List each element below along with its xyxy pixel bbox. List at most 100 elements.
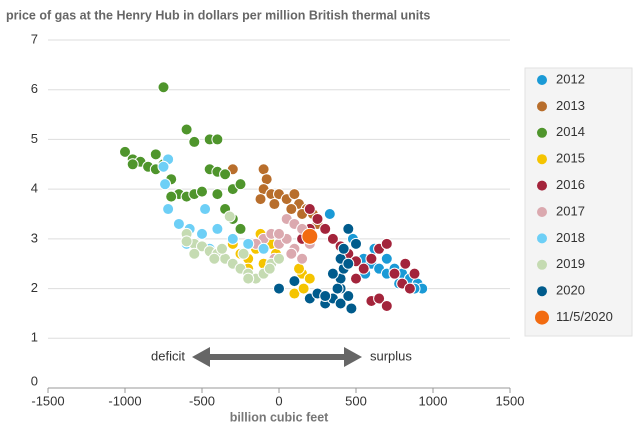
legend-label: 2012 xyxy=(556,71,585,86)
legend-marker xyxy=(537,101,547,112)
point xyxy=(180,235,193,248)
point xyxy=(242,237,255,250)
point xyxy=(319,290,332,303)
point xyxy=(263,262,276,275)
point xyxy=(303,272,316,285)
point xyxy=(357,262,370,275)
legend-label: 2014 xyxy=(556,124,585,139)
point xyxy=(273,282,285,295)
point xyxy=(162,203,175,216)
legend-label: 11/5/2020 xyxy=(556,309,613,324)
point xyxy=(211,188,224,201)
point xyxy=(188,247,201,260)
point xyxy=(159,178,172,191)
point xyxy=(399,257,412,270)
point xyxy=(319,222,332,235)
y-tick-label: 1 xyxy=(31,330,38,345)
point xyxy=(208,252,221,265)
point xyxy=(268,198,281,211)
legend-label: 2017 xyxy=(556,203,585,218)
point xyxy=(211,222,224,235)
point xyxy=(216,242,229,255)
point xyxy=(403,282,416,295)
x-tick-label: -1500 xyxy=(31,393,64,408)
point xyxy=(288,275,301,288)
legend-marker xyxy=(537,75,547,85)
point xyxy=(380,252,393,265)
point xyxy=(323,208,336,220)
point xyxy=(211,133,224,146)
legend-marker xyxy=(535,310,549,325)
legend-label: 2018 xyxy=(556,230,585,245)
legend-marker xyxy=(537,207,547,217)
point xyxy=(334,297,347,310)
x-tick-label: 1000 xyxy=(419,393,448,408)
point xyxy=(273,252,285,265)
point xyxy=(157,160,170,173)
point xyxy=(311,212,324,225)
point xyxy=(350,237,362,250)
x-axis-label: billion cubic feet xyxy=(230,410,329,424)
legend-marker xyxy=(537,259,547,270)
annotation: deficit xyxy=(151,348,185,363)
point xyxy=(219,168,232,181)
x-tick-label: -500 xyxy=(189,393,215,408)
point xyxy=(365,252,378,265)
legend-marker xyxy=(537,154,547,165)
point xyxy=(342,290,355,303)
y-tick-label: 0 xyxy=(31,373,38,388)
point xyxy=(260,173,273,186)
x-tick-label: 0 xyxy=(275,393,282,408)
point xyxy=(326,232,339,245)
point xyxy=(342,222,355,235)
point xyxy=(297,282,310,295)
point xyxy=(196,185,208,198)
point xyxy=(350,272,362,285)
point xyxy=(149,148,162,161)
point xyxy=(237,247,250,260)
point xyxy=(257,163,270,176)
point xyxy=(326,267,339,280)
point xyxy=(296,252,309,265)
y-tick-label: 4 xyxy=(31,181,38,196)
point xyxy=(180,123,193,136)
x-tick-label: 1500 xyxy=(496,393,525,408)
point xyxy=(172,217,185,230)
point xyxy=(188,135,201,148)
legend-marker xyxy=(537,233,547,244)
point xyxy=(223,210,236,223)
point xyxy=(273,227,285,240)
point xyxy=(199,203,212,216)
legend-label: 2020 xyxy=(556,283,585,298)
legend-marker xyxy=(537,286,547,297)
chart-title: price of gas at the Henry Hub in dollars… xyxy=(6,8,430,22)
point xyxy=(257,242,270,255)
point xyxy=(342,257,355,270)
point xyxy=(408,267,421,280)
point xyxy=(157,81,170,94)
point xyxy=(288,287,301,300)
y-tick-label: 5 xyxy=(31,131,38,146)
y-tick-label: 7 xyxy=(31,31,38,46)
arrow xyxy=(192,347,362,367)
point xyxy=(301,227,319,245)
point xyxy=(285,203,298,216)
y-tick-label: 3 xyxy=(31,230,38,245)
y-tick-label: 6 xyxy=(31,81,38,96)
point xyxy=(288,188,301,201)
point xyxy=(126,158,139,171)
annotation: surplus xyxy=(370,348,412,363)
point xyxy=(234,178,247,191)
point xyxy=(337,242,350,255)
point xyxy=(285,247,298,260)
legend-label: 2013 xyxy=(556,98,585,113)
legend-label: 2015 xyxy=(556,151,585,166)
point xyxy=(331,282,344,295)
x-tick-label: -1000 xyxy=(108,393,141,408)
point xyxy=(226,232,239,245)
point xyxy=(293,262,306,275)
point xyxy=(242,272,255,285)
legend-label: 2016 xyxy=(556,177,585,192)
x-tick-label: 500 xyxy=(345,393,367,408)
